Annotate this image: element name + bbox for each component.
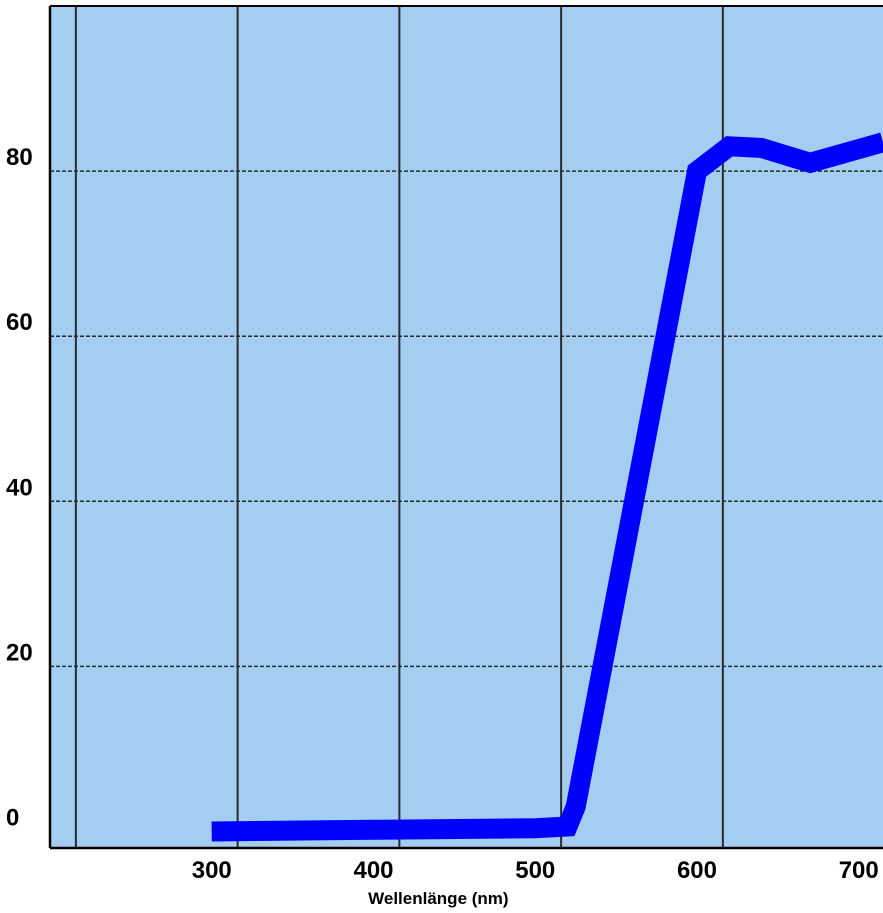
x-tick-label: 400: [353, 857, 393, 884]
y-tick-labels: 0 20 40 60 80: [6, 144, 33, 831]
x-tick-labels: 300 400 500 600 700: [192, 857, 879, 884]
x-tick-label: 700: [839, 857, 879, 884]
y-tick-label: 80: [6, 144, 33, 171]
y-tick-label: 40: [6, 474, 33, 501]
y-tick-label: 60: [6, 309, 33, 336]
x-tick-label: 300: [192, 857, 232, 884]
x-axis-title: Wellenlänge (nm): [368, 889, 508, 908]
x-tick-label: 500: [515, 857, 555, 884]
y-tick-label: 20: [6, 639, 33, 666]
x-tick-label: 600: [677, 857, 717, 884]
plot-area: [50, 6, 883, 848]
y-tick-label: 0: [6, 804, 19, 831]
